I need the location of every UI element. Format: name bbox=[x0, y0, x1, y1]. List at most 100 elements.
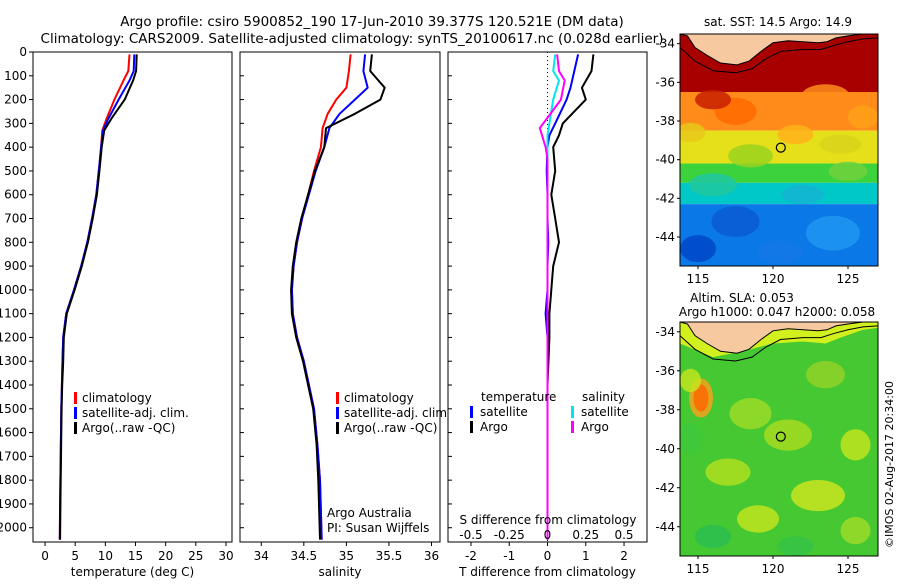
depth-tick-label: 1300 bbox=[0, 354, 27, 368]
figure-title-line2: Climatology: CARS2009. Satellite-adjuste… bbox=[41, 31, 664, 47]
sla-patch bbox=[777, 536, 814, 556]
depth-tick-label: 900 bbox=[4, 259, 27, 273]
annotation-line2: PI: Susan Wijffels bbox=[327, 521, 429, 535]
depth-tick-label: 300 bbox=[4, 116, 27, 130]
sst-patch bbox=[689, 173, 737, 197]
lon-tick-label: 120 bbox=[762, 562, 785, 576]
map-frame bbox=[679, 33, 879, 267]
lat-tick-label: -42 bbox=[655, 481, 675, 495]
top-x-tick-label: -0.25 bbox=[494, 528, 525, 542]
x-tick-label: 0 bbox=[41, 549, 49, 563]
sla-patch bbox=[806, 361, 845, 389]
x-tick-label: 35 bbox=[339, 549, 354, 563]
x-tick-label: 30 bbox=[218, 549, 233, 563]
legend-marker bbox=[336, 392, 339, 404]
x-tick-label: -2 bbox=[465, 549, 477, 563]
land-australia bbox=[680, 322, 878, 354]
depth-tick-label: 0 bbox=[19, 45, 27, 59]
salinity-plot: 34 34.5 35 35.5 36 salinity climatologysatelli… bbox=[239, 51, 451, 579]
sla-patch bbox=[680, 368, 701, 393]
sst-patch bbox=[819, 134, 862, 154]
legend-label: climatology bbox=[344, 391, 414, 405]
legend-marker bbox=[571, 421, 574, 433]
x-tick-label: 35.5 bbox=[376, 549, 403, 563]
sla-map: -34 -36 -38 -40 -42 -44 115 120 125 Altim. SLA: 0… bbox=[655, 291, 879, 576]
sst-patch bbox=[806, 215, 860, 251]
x-tick-label: -1 bbox=[503, 549, 515, 563]
top-x-tick-label: 0.25 bbox=[572, 528, 599, 542]
sla-patch bbox=[693, 384, 709, 412]
lon-tick-label: 115 bbox=[687, 562, 710, 576]
sla-patch bbox=[680, 423, 703, 455]
legend-marker bbox=[470, 421, 473, 433]
x-axis-label: temperature (deg C) bbox=[71, 565, 194, 579]
sst-map: -34 -36 -38 -40 -42 -44 115 120 125 sat. SST: 14.… bbox=[655, 15, 879, 286]
sla-patch bbox=[705, 458, 751, 486]
figure-title-line1: Argo profile: csiro 5900852_190 17-Jun-2… bbox=[120, 14, 624, 30]
legend-marker bbox=[336, 422, 339, 434]
legend-marker bbox=[74, 392, 77, 404]
map-frame bbox=[679, 321, 879, 557]
legend-header-salinity: salinity bbox=[582, 390, 625, 404]
sst-patch bbox=[758, 240, 803, 265]
sla-patch bbox=[840, 517, 871, 545]
x-tick-label: 10 bbox=[98, 549, 113, 563]
lat-tick-label: -36 bbox=[655, 364, 675, 378]
lon-tick-label: 125 bbox=[837, 562, 860, 576]
x-axis-label: T difference from climatology bbox=[458, 565, 636, 579]
plot-frame bbox=[239, 51, 441, 543]
lat-tick-label: -44 bbox=[655, 230, 675, 244]
lat-tick-label: -34 bbox=[655, 37, 675, 51]
x-tick-label: 34.5 bbox=[290, 549, 317, 563]
sst-patch bbox=[848, 105, 878, 129]
sst-patch bbox=[828, 161, 868, 181]
sst-patch bbox=[680, 235, 716, 263]
sla-title-line2: Argo h1000: 0.047 h2000: 0.058 bbox=[679, 305, 875, 319]
depth-tick-label: 800 bbox=[4, 235, 27, 249]
sla-patch bbox=[791, 479, 845, 512]
x-tick-label: 36 bbox=[424, 549, 439, 563]
sst-patch bbox=[782, 184, 824, 205]
sla-title-line1: Altim. SLA: 0.053 bbox=[690, 291, 794, 305]
land-australia bbox=[680, 34, 878, 66]
top-x-tick-label: 0 bbox=[544, 528, 552, 542]
sst-title: sat. SST: 14.5 Argo: 14.9 bbox=[704, 15, 852, 29]
legend-marker bbox=[470, 406, 473, 418]
lon-tick-label: 115 bbox=[687, 272, 710, 286]
x-tick-label: 20 bbox=[158, 549, 173, 563]
legend-label: Argo(..raw -QC) bbox=[344, 421, 437, 435]
sst-patch bbox=[680, 122, 706, 143]
depth-tick-label: 400 bbox=[4, 140, 27, 154]
legend-label: satellite-adj. clim. bbox=[82, 406, 189, 420]
lat-tick-label: -38 bbox=[655, 403, 675, 417]
legend-marker bbox=[571, 406, 574, 418]
series-line-temperature-argo bbox=[546, 54, 595, 540]
legend-header-temperature: temperature bbox=[481, 390, 556, 404]
top-x-tick-label: 0.5 bbox=[614, 528, 633, 542]
legend-marker bbox=[336, 407, 339, 419]
lat-tick-label: -40 bbox=[655, 153, 675, 167]
depth-tick-label: 1700 bbox=[0, 449, 27, 463]
sst-patch bbox=[711, 206, 760, 238]
legend-label: Argo(..raw -QC) bbox=[82, 421, 175, 435]
sla-patch bbox=[737, 505, 779, 533]
x-tick-label: 5 bbox=[71, 549, 79, 563]
depth-tick-label: 1900 bbox=[0, 497, 27, 511]
lat-tick-label: -36 bbox=[655, 75, 675, 89]
sst-patch bbox=[728, 144, 773, 168]
lat-tick-label: -34 bbox=[655, 325, 675, 339]
imos-credit: ©IMOS 02-Aug-2017 20:34:00 bbox=[883, 381, 896, 548]
shelf-contour bbox=[680, 325, 878, 362]
depth-tick-label: 1800 bbox=[0, 473, 27, 487]
lat-tick-label: -44 bbox=[655, 520, 675, 534]
series-line-argo-raw-qc bbox=[59, 54, 138, 540]
x-tick-label: 2 bbox=[620, 549, 628, 563]
legend-label: Argo bbox=[581, 420, 609, 434]
legend-label: satellite bbox=[480, 405, 528, 419]
depth-tick-label: 1200 bbox=[0, 330, 27, 344]
series-line-salinity-argo bbox=[538, 54, 566, 540]
lat-tick-label: -40 bbox=[655, 442, 675, 456]
x-tick-label: 34 bbox=[254, 549, 269, 563]
x-axis-label: salinity bbox=[318, 565, 361, 579]
